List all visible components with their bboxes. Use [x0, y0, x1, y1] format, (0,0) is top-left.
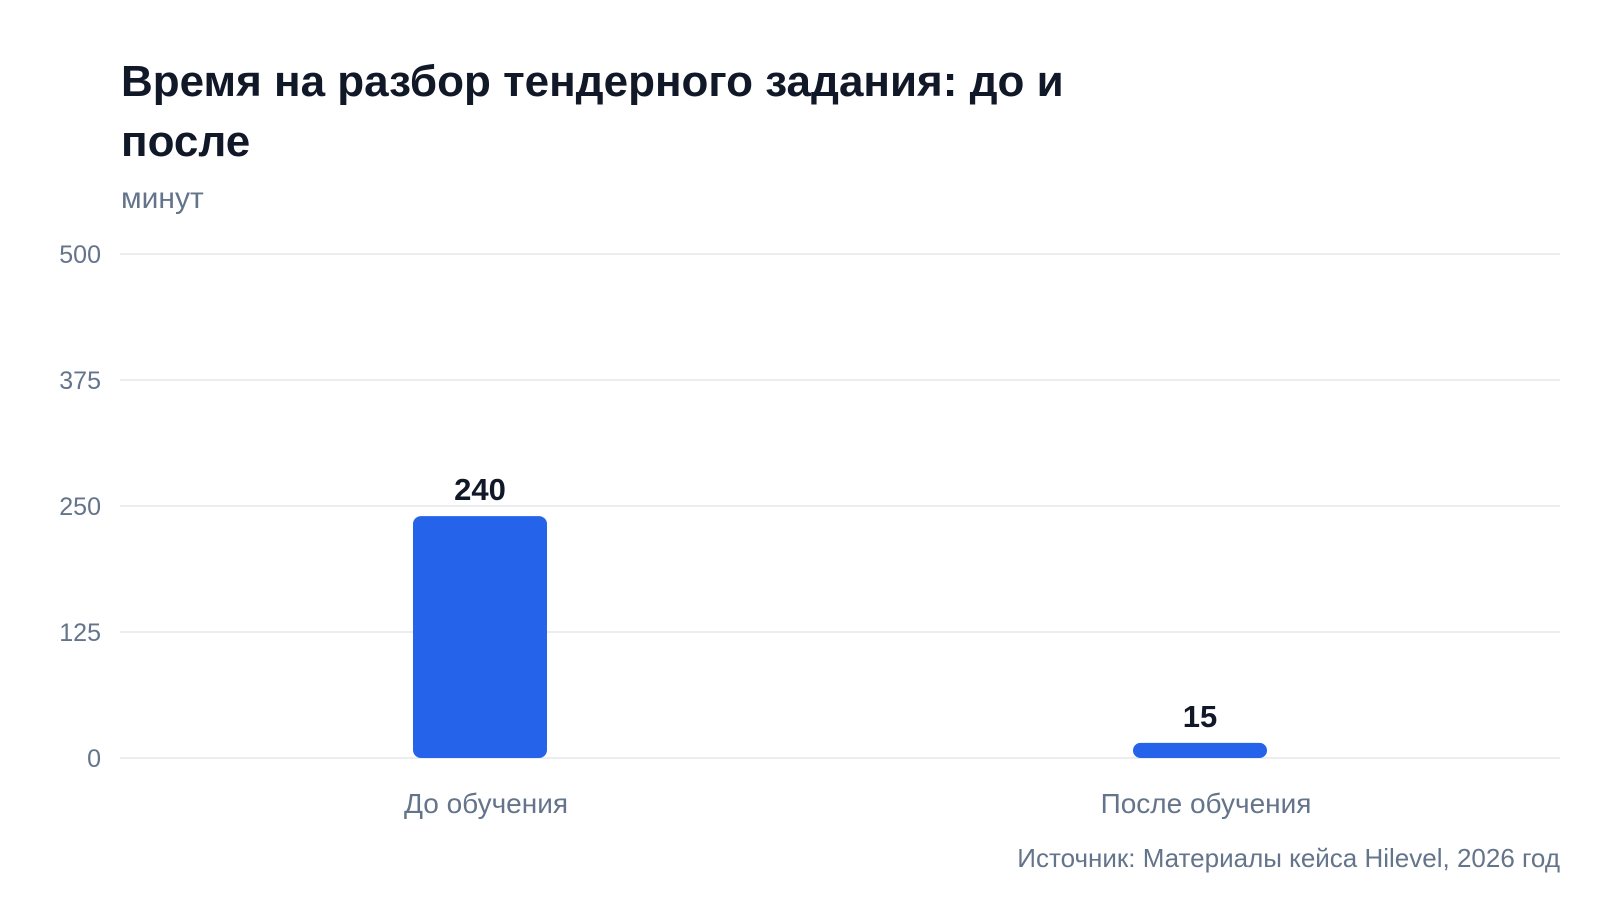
y-tick-label: 500: [59, 241, 101, 269]
chart-title: Время на разбор тендерного задания: до и…: [121, 57, 1064, 166]
y-tick-label: 250: [59, 493, 101, 521]
source-note: Источник: Материалы кейса Hilevel, 2026 …: [1017, 843, 1560, 873]
y-tick-label: 0: [87, 745, 101, 773]
bar-value-label: 240: [454, 472, 506, 507]
bar-2: [1133, 742, 1267, 758]
y-tick-label: 125: [59, 619, 101, 647]
value-labels: 240 15: [454, 472, 1217, 734]
chart-unit-label: минут: [121, 182, 204, 215]
y-tick-label: 375: [59, 367, 101, 395]
x-category-label: После обучения: [1101, 788, 1312, 819]
gridlines: [120, 253, 1560, 759]
y-axis-ticks: 0 125 250 375 500: [59, 241, 101, 773]
x-axis-categories: До обучения После обучения: [404, 788, 1311, 819]
bar-1: [413, 516, 547, 758]
x-category-label: До обучения: [404, 788, 568, 819]
bar-value-label: 15: [1183, 699, 1217, 734]
bars: [413, 516, 1267, 758]
